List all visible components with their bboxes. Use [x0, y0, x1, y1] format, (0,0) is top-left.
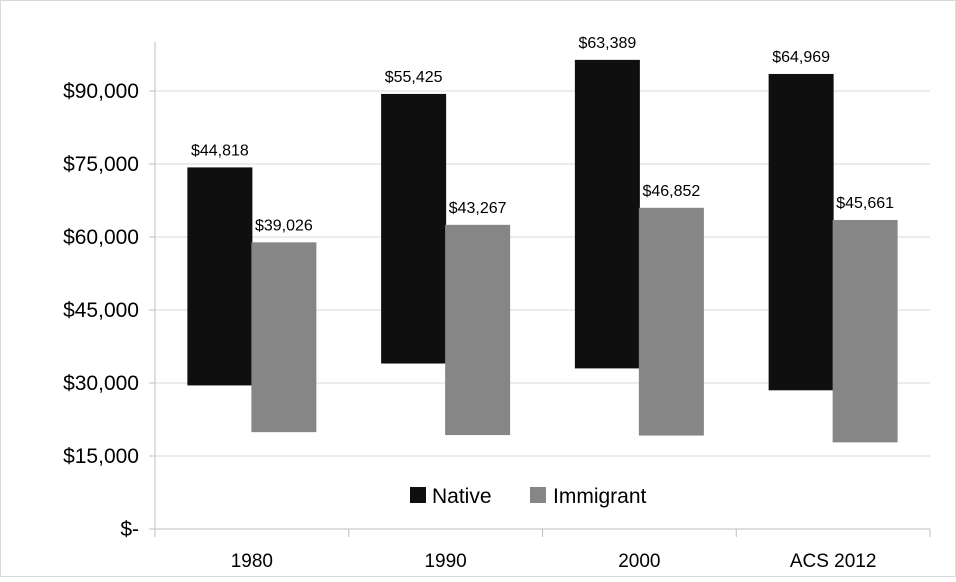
y-tick-label: $30,000: [63, 372, 139, 395]
x-tick-label: 1990: [424, 551, 466, 572]
legend-label-native: Native: [432, 485, 492, 508]
data-label: $39,026: [255, 217, 313, 234]
data-label: $63,389: [578, 35, 636, 52]
y-tick-label: $-: [120, 518, 139, 541]
bar-immigrant: [251, 242, 317, 433]
y-tick-label: $90,000: [63, 80, 139, 103]
data-label: $43,267: [449, 200, 507, 217]
data-label: $55,425: [385, 69, 443, 86]
bar-immigrant: [832, 219, 898, 443]
bar-native: [768, 73, 834, 391]
y-tick-label: $45,000: [63, 299, 139, 322]
legend-swatch-immigrant: [530, 487, 546, 503]
y-tick-label: $75,000: [63, 153, 139, 176]
x-tick-label: 2000: [618, 551, 660, 572]
bar-native: [381, 93, 447, 364]
legend: Native Immigrant: [410, 485, 647, 508]
data-label: $46,852: [642, 183, 700, 200]
axes: $- $15,000 $30,000 $45,000 $60,000 $75,000 $90…: [63, 42, 931, 572]
data-label: $45,661: [836, 195, 894, 212]
data-label: $64,969: [772, 49, 830, 66]
legend-label-immigrant: Immigrant: [553, 485, 647, 508]
y-tick-label: $60,000: [63, 226, 139, 249]
bars: [187, 59, 898, 443]
y-tick-label: $15,000: [63, 445, 139, 468]
data-labels: $44,818 $55,425 $63,389 $64,969 $39,026 $43,2…: [191, 35, 894, 235]
bar-immigrant: [445, 224, 511, 436]
x-tick-label: 1980: [231, 551, 273, 572]
legend-swatch-native: [410, 487, 426, 503]
bar-native: [187, 167, 253, 386]
bar-native: [574, 59, 640, 369]
x-tick-label: ACS 2012: [790, 551, 877, 572]
bar-immigrant: [638, 207, 704, 436]
data-label: $44,818: [191, 142, 249, 159]
